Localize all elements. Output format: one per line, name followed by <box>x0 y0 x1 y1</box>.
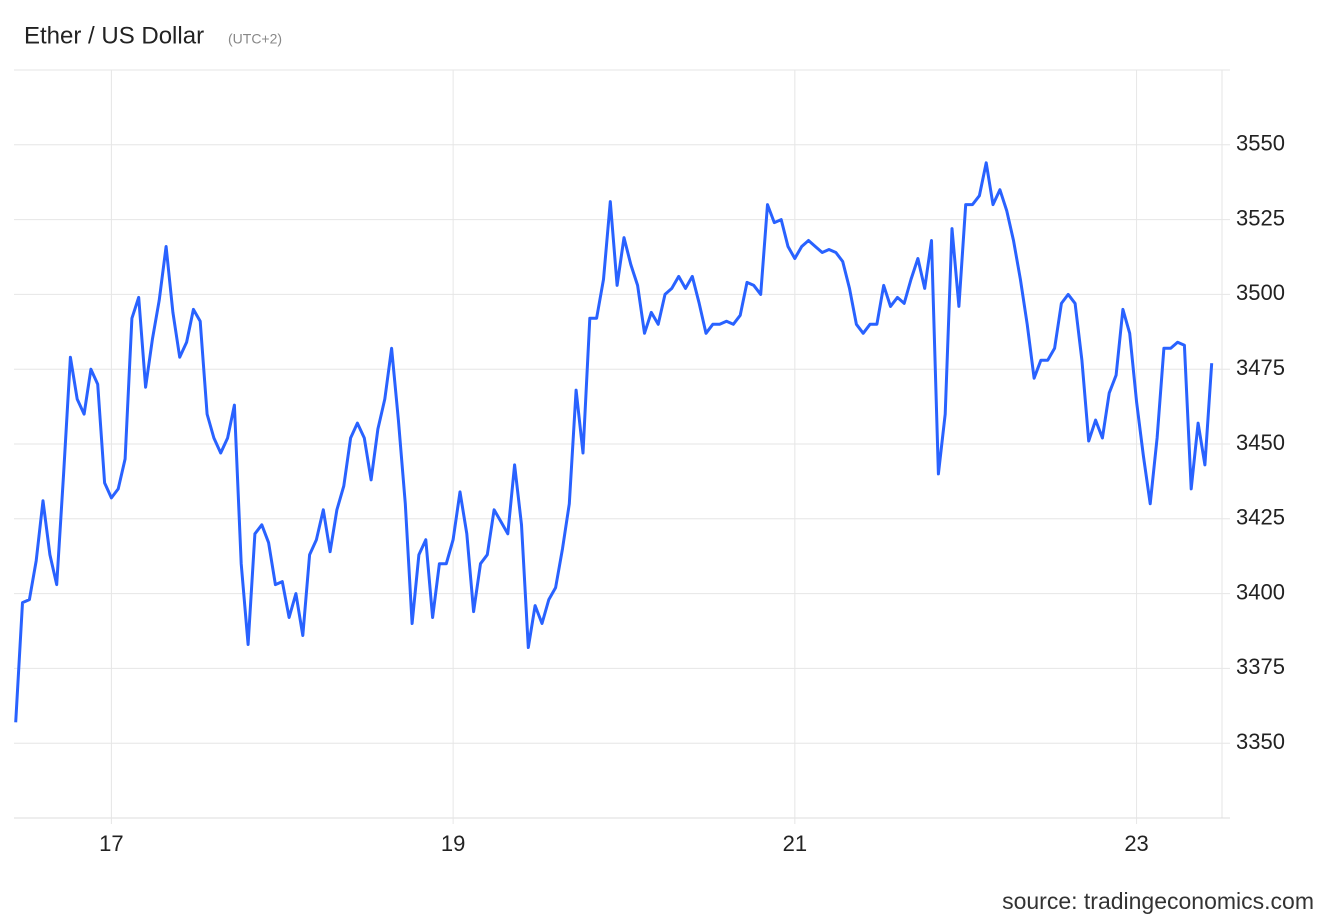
chart-title: Ether / US Dollar <box>24 22 204 49</box>
x-tick-label: 23 <box>1124 831 1148 856</box>
y-tick-label: 3350 <box>1236 729 1285 754</box>
price-line <box>14 161 1214 723</box>
source: source: tradingeconomics.com <box>1002 888 1314 914</box>
x-tick-label: 17 <box>99 831 123 856</box>
y-tick-label: 3375 <box>1236 654 1285 679</box>
x-tick-label: 21 <box>783 831 807 856</box>
y-tick-label: 3475 <box>1236 355 1285 380</box>
y-tick-label: 3550 <box>1236 131 1285 156</box>
y-tick-label: 3425 <box>1236 505 1285 530</box>
y-tick-label: 3500 <box>1236 280 1285 305</box>
x-tick-label: 19 <box>441 831 465 856</box>
chart-subtitle: (UTC+2) <box>228 31 282 47</box>
y-tick-label: 3450 <box>1236 430 1285 455</box>
y-tick-label: 3525 <box>1236 205 1285 230</box>
y-tick-label: 3400 <box>1236 579 1285 604</box>
